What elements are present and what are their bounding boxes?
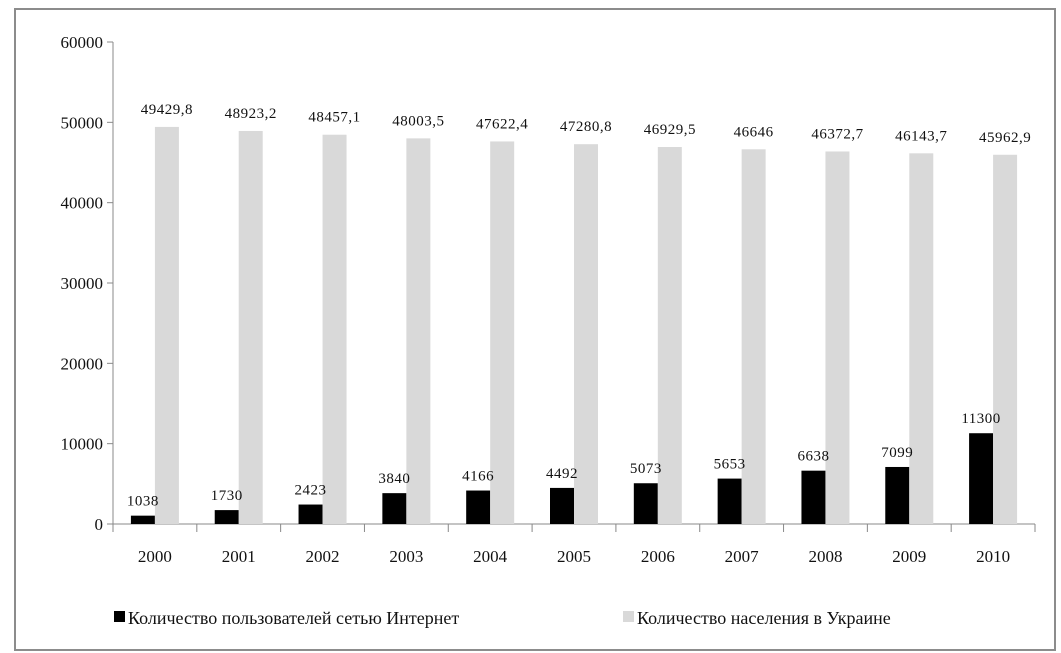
legend-label-internet-users: Количество пользователей сетью Интернет <box>128 608 459 628</box>
y-tick-label: 20000 <box>61 354 104 373</box>
x-tick-label: 2004 <box>473 547 508 566</box>
bar-population <box>825 151 850 524</box>
bar-internet-users <box>298 504 323 524</box>
data-label-internet-users: 3840 <box>378 471 410 487</box>
bar-internet-users <box>717 478 742 524</box>
bar-internet-users <box>550 487 574 524</box>
data-label-internet-users: 5653 <box>714 457 746 473</box>
x-tick-label: 2005 <box>557 547 591 566</box>
x-tick-label: 2003 <box>389 547 423 566</box>
y-tick-label: 30000 <box>61 274 104 293</box>
bar-internet-users <box>633 483 658 524</box>
bar-internet-users <box>969 433 994 524</box>
data-label-population: 49429,8 <box>141 102 193 118</box>
data-label-internet-users: 5073 <box>630 461 662 477</box>
data-label-population: 47622,4 <box>476 116 528 132</box>
x-tick-label: 2007 <box>725 547 760 566</box>
bar-internet-users <box>214 510 239 524</box>
bar-internet-users <box>801 470 826 524</box>
bar-population <box>238 130 263 524</box>
y-tick-label: 60000 <box>61 33 104 52</box>
data-label-internet-users: 11300 <box>961 411 1000 427</box>
x-tick-label: 2002 <box>306 547 340 566</box>
data-label-internet-users: 1038 <box>127 494 159 510</box>
data-label-population: 47280,8 <box>560 119 612 135</box>
data-label-population: 45962,9 <box>979 130 1031 146</box>
bar-population <box>909 153 934 525</box>
bar-internet-users <box>885 466 910 524</box>
x-tick-label: 2000 <box>138 547 172 566</box>
bar-internet-users <box>382 493 407 524</box>
y-tick-label: 40000 <box>61 194 104 213</box>
bar-population <box>322 134 347 524</box>
data-label-population: 48923,2 <box>225 106 277 122</box>
data-label-population: 46646 <box>734 124 774 140</box>
bar-population <box>741 149 766 524</box>
data-label-internet-users: 6638 <box>797 449 829 465</box>
data-label-population: 48003,5 <box>392 113 444 129</box>
data-label-population: 48457,1 <box>308 110 360 126</box>
x-tick-label: 2009 <box>892 547 926 566</box>
data-label-internet-users: 2423 <box>295 483 327 499</box>
bar-population <box>154 126 179 524</box>
x-tick-label: 2010 <box>976 547 1010 566</box>
data-label-population: 46372,7 <box>811 126 863 142</box>
x-tick-label: 2001 <box>222 547 256 566</box>
bar-population <box>993 154 1018 524</box>
bar-internet-users <box>130 515 155 524</box>
x-tick-label: 2008 <box>808 547 842 566</box>
y-tick-label: 10000 <box>61 435 104 454</box>
data-label-internet-users: 7099 <box>881 445 913 461</box>
y-tick-label: 50000 <box>61 113 104 132</box>
bar-population <box>657 146 682 524</box>
x-tick-label: 2006 <box>641 547 675 566</box>
data-label-internet-users: 4166 <box>462 469 494 485</box>
bar-population <box>490 141 515 524</box>
bars <box>130 126 1018 525</box>
axes: 0 10000 20000 30000 40000 50000 60000 2000 2001 2… <box>61 33 1036 566</box>
chart-frame <box>14 8 1056 651</box>
y-tick-label: 0 <box>95 515 104 534</box>
data-label-population: 46929,5 <box>644 122 696 138</box>
bar-internet-users <box>466 490 491 524</box>
legend-label-population: Количество населения в Украине <box>637 608 891 628</box>
data-label-population: 46143,7 <box>895 128 947 144</box>
bar-population <box>574 144 598 525</box>
legend: Количество пользователей сетью Интернет К… <box>114 608 891 628</box>
data-label-internet-users: 1730 <box>211 488 243 504</box>
data-label-internet-users: 4492 <box>546 466 578 482</box>
legend-swatch-population <box>623 611 634 622</box>
data-labels: 1038 1730 2423 3840 4166 4492 5073 5653 6638 7099… <box>127 102 1031 510</box>
legend-swatch-internet-users <box>114 611 125 622</box>
bar-population <box>406 138 431 524</box>
